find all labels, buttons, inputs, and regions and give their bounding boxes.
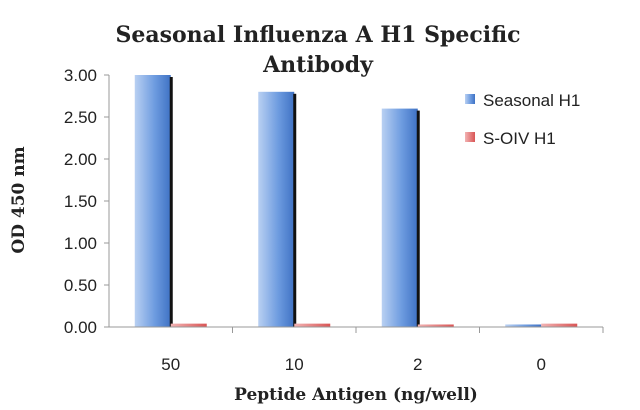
bar-seasonal-h1-0 (505, 324, 542, 327)
x-tick-label: 50 (161, 355, 180, 374)
y-tick-label: 0.00 (64, 318, 97, 337)
bar-s-oiv-h1-0 (541, 323, 578, 327)
bar-seasonal-h1-10 (258, 91, 295, 327)
bar-seasonal-h1-50 (134, 75, 171, 327)
legend-label: S-OIV H1 (483, 129, 556, 148)
bar-s-oiv-h1-50 (170, 323, 207, 327)
bar-shadow (169, 77, 173, 327)
x-tick-label: 0 (537, 355, 546, 374)
chart-title-line-1: Seasonal Influenza A H1 Specific (115, 22, 520, 48)
bar-shadow (293, 93, 297, 327)
legend-swatch (465, 132, 475, 142)
chart-title-line-2: Antibody (262, 52, 374, 78)
y-axis-ticks: 0.00 0.50 1.00 1.50 2.00 2.50 3.00 (64, 66, 109, 337)
bar-s-oiv-h1-2 (417, 324, 454, 327)
legend-label: Seasonal H1 (483, 91, 580, 110)
legend: Seasonal H1 S-OIV H1 (465, 91, 580, 148)
y-tick-label: 1.00 (64, 234, 97, 253)
bar-shadow (416, 110, 420, 327)
legend-swatch (465, 94, 475, 104)
x-tick-label: 2 (413, 355, 422, 374)
x-tick-label: 10 (285, 355, 304, 374)
x-axis-title: Peptide Antigen (ng/well) (234, 385, 478, 405)
bars (134, 75, 578, 327)
bar-s-oiv-h1-10 (294, 323, 331, 327)
y-axis-title: OD 450 nm (9, 146, 29, 253)
x-axis-ticks: 50 10 2 0 (161, 327, 604, 374)
y-tick-label: 0.50 (64, 276, 97, 295)
y-tick-label: 2.00 (64, 150, 97, 169)
y-tick-label: 3.00 (64, 66, 97, 85)
bar-seasonal-h1-2 (381, 108, 418, 327)
y-tick-label: 2.50 (64, 108, 97, 127)
y-tick-label: 1.50 (64, 192, 97, 211)
